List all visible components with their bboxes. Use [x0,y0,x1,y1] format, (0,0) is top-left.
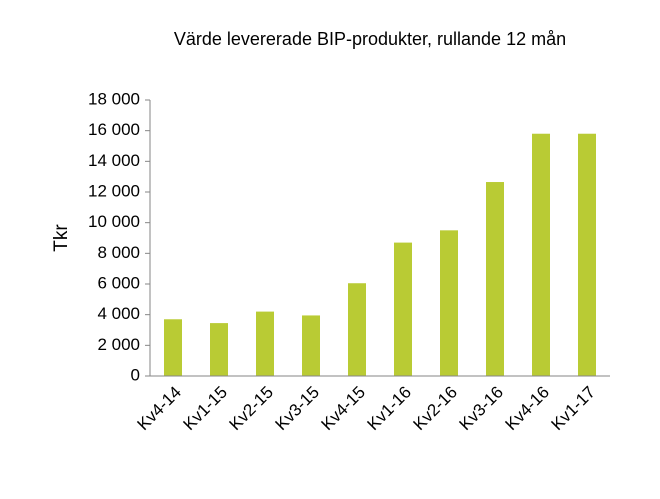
y-axis-label: Tkr [51,224,72,252]
bar [302,315,320,376]
y-tick-label: 14 000 [88,151,140,170]
bar [440,230,458,376]
y-tick-label: 0 [131,365,140,384]
bar [486,182,504,376]
y-tick-label: 4 000 [97,304,140,323]
y-tick-label: 12 000 [88,181,140,200]
y-tick-label: 8 000 [97,243,140,262]
y-tick-label: 18 000 [88,89,140,108]
y-tick-label: 2 000 [97,335,140,354]
bar [348,283,366,376]
bar [532,133,550,376]
bar [256,311,274,376]
bar [394,242,412,376]
y-tick-label: 6 000 [97,273,140,292]
bar [578,133,596,376]
chart-title: Värde levererade BIP-produkter, rullande… [174,29,566,49]
y-tick-label: 10 000 [88,212,140,231]
bar [164,319,182,376]
bar [210,323,228,376]
y-tick-label: 16 000 [88,120,140,139]
